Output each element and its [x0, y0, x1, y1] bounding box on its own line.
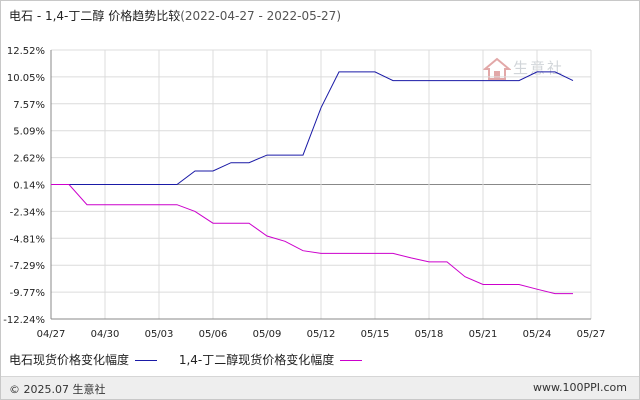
y-tick-label: -7.29%	[10, 261, 45, 272]
legend-item-calcium-carbide: 电石现货价格变化幅度	[9, 351, 158, 368]
x-axis-ticks: 04/27 04/30 05/03 05/06 05/09 05/12 05/15 05/18…	[37, 329, 606, 340]
y-tick-label: 10.05%	[7, 73, 45, 84]
x-tick-label: 05/03	[145, 329, 174, 340]
y-tick-label: 5.09%	[13, 127, 45, 138]
title-text: 电石 - 1,4-丁二醇 价格趋势比较	[9, 9, 181, 23]
x-tick-label: 04/27	[37, 329, 66, 340]
house-logo-icon	[482, 57, 512, 80]
series-line-bdo	[51, 184, 573, 295]
legend-swatch	[135, 360, 158, 361]
watermark-text: 生意社	[513, 59, 565, 77]
legend-label: 1,4-丁二醇现货价格变化幅度	[178, 353, 335, 367]
x-tick-label: 05/12	[307, 329, 336, 340]
series-line-calcium-carbide	[51, 71, 574, 185]
copyright-text: © 2025.07 生意社	[9, 383, 106, 396]
x-tick-label: 05/24	[523, 329, 552, 340]
legend-swatch	[340, 360, 363, 361]
y-tick-label: -9.77%	[10, 288, 45, 299]
x-tick-label: 05/06	[199, 329, 228, 340]
x-tick-label: 05/27	[577, 329, 606, 340]
x-tick-label: 05/09	[253, 329, 282, 340]
chart-grid	[50, 49, 592, 320]
y-tick-label: -12.24%	[3, 315, 45, 326]
y-tick-label: 7.57%	[13, 100, 45, 111]
watermark-logo: 生意社	[482, 57, 562, 85]
chart-legend: 电石现货价格变化幅度 1,4-丁二醇现货价格变化幅度	[9, 351, 380, 368]
legend-item-bdo: 1,4-丁二醇现货价格变化幅度	[178, 351, 363, 368]
y-tick-label: 12.52%	[7, 46, 45, 57]
y-tick-label: 0.14%	[13, 181, 45, 192]
x-tick-label: 05/15	[361, 329, 390, 340]
series-lines	[51, 71, 574, 295]
chart-title: 电石 - 1,4-丁二醇 价格趋势比较(2022-04-27 - 2022-05…	[9, 7, 341, 24]
site-link[interactable]: www.100PPI.com	[533, 381, 627, 394]
title-date-range: (2022-04-27 - 2022-05-27)	[180, 9, 342, 23]
x-tick-label: 05/21	[469, 329, 498, 340]
y-axis-ticks: 12.52% 10.05% 7.57% 5.09% 2.62% 0.14% -2.34% -4…	[3, 46, 45, 326]
footer-bar: © 2025.07 生意社 www.100PPI.com	[1, 376, 639, 399]
legend-label: 电石现货价格变化幅度	[9, 353, 130, 367]
y-tick-label: 2.62%	[13, 154, 45, 165]
line-chart: 12.52% 10.05% 7.57% 5.09% 2.62% 0.14% -2.34% -4…	[3, 46, 606, 340]
y-tick-label: -2.34%	[10, 207, 45, 218]
x-tick-label: 04/30	[91, 329, 120, 340]
x-tick-label: 05/18	[415, 329, 444, 340]
y-tick-label: -4.81%	[10, 234, 45, 245]
